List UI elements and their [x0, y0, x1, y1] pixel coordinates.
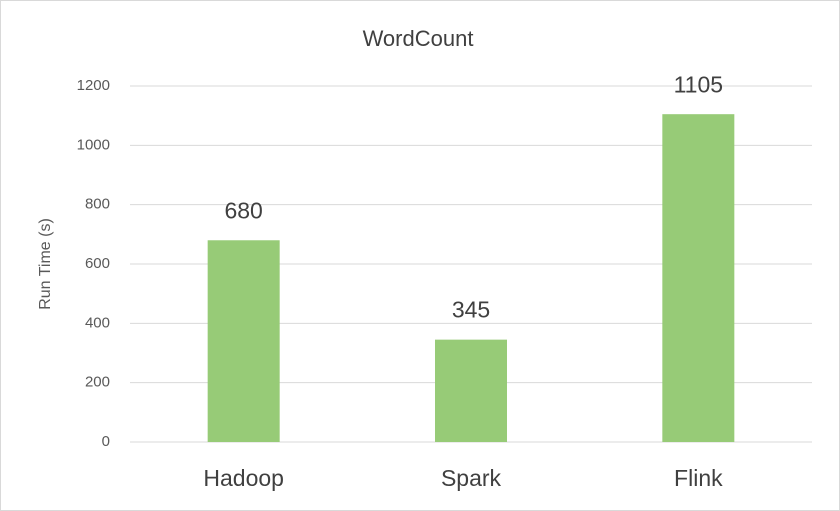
y-axis-label: Run Time (s) [37, 218, 54, 310]
y-tick-label: 800 [85, 196, 110, 213]
x-tick-label: Spark [441, 465, 502, 491]
x-tick-label: Hadoop [203, 465, 284, 491]
bar [662, 114, 735, 442]
y-tick-label: 1000 [77, 136, 110, 153]
value-label: 345 [452, 297, 490, 323]
y-tick-label: 1200 [77, 77, 110, 94]
chart-title: WordCount [363, 26, 474, 51]
x-tick-label: Flink [674, 465, 723, 491]
y-tick-label: 200 [85, 374, 110, 391]
y-tick-label: 0 [102, 433, 110, 450]
value-label: 1105 [674, 71, 723, 97]
y-tick-label: 600 [85, 255, 110, 272]
bar [207, 240, 280, 442]
bar [435, 339, 507, 442]
y-tick-label: 400 [85, 314, 110, 331]
value-label: 680 [224, 197, 262, 223]
